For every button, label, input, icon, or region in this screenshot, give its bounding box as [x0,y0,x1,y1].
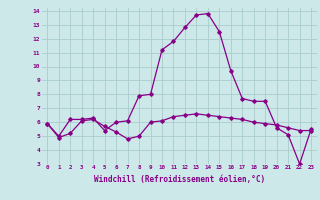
X-axis label: Windchill (Refroidissement éolien,°C): Windchill (Refroidissement éolien,°C) [94,175,265,184]
